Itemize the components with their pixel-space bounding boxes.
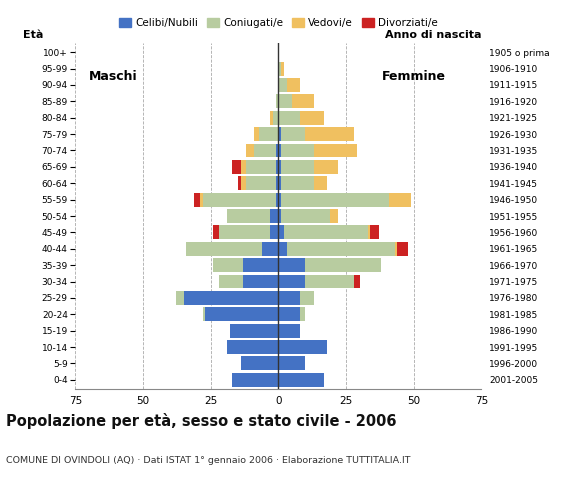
Bar (202, 307, 205, 321)
Bar (314, 176, 327, 190)
Bar (300, 291, 314, 305)
Bar (278, 242, 287, 256)
Bar (287, 78, 300, 92)
Text: COMUNE DI OVINDOLI (AQ) · Dati ISTAT 1° gennaio 2006 · Elaborazione TUTTITALIA.I: COMUNE DI OVINDOLI (AQ) · Dati ISTAT 1° … (6, 456, 410, 465)
Bar (202, 192, 276, 206)
Bar (238, 176, 241, 190)
Bar (281, 61, 284, 75)
Bar (200, 192, 202, 206)
Bar (246, 176, 276, 190)
Bar (186, 242, 262, 256)
Bar (213, 258, 243, 272)
Bar (276, 144, 278, 157)
Bar (278, 307, 300, 321)
Bar (314, 160, 338, 174)
Bar (276, 160, 278, 174)
Bar (278, 258, 306, 272)
Bar (219, 226, 270, 240)
Bar (278, 209, 281, 223)
Bar (270, 111, 273, 125)
Bar (276, 192, 278, 206)
Bar (278, 192, 281, 206)
Bar (354, 275, 360, 288)
Bar (306, 127, 354, 141)
Bar (230, 324, 278, 337)
Bar (259, 127, 278, 141)
Text: Maschi: Maschi (89, 70, 137, 83)
Bar (300, 111, 324, 125)
Legend: Celibi/Nubili, Coniugati/e, Vedovi/e, Divorziati/e: Celibi/Nubili, Coniugati/e, Vedovi/e, Di… (115, 14, 442, 32)
Bar (194, 192, 200, 206)
Bar (246, 144, 254, 157)
Bar (233, 373, 278, 387)
Bar (306, 275, 354, 288)
Bar (270, 226, 278, 240)
Bar (278, 176, 281, 190)
Bar (287, 242, 395, 256)
Text: Femmine: Femmine (382, 70, 446, 83)
Text: Età: Età (23, 30, 43, 40)
Bar (278, 78, 287, 92)
Bar (284, 226, 368, 240)
Bar (233, 160, 241, 174)
Bar (368, 226, 371, 240)
Bar (241, 176, 246, 190)
Bar (292, 95, 314, 108)
Bar (278, 373, 324, 387)
Text: Anno di nascita: Anno di nascita (385, 30, 481, 40)
Bar (243, 275, 278, 288)
Bar (281, 192, 389, 206)
Bar (281, 209, 330, 223)
Bar (254, 127, 259, 141)
Bar (395, 242, 397, 256)
Bar (262, 242, 278, 256)
Bar (278, 61, 281, 75)
Bar (278, 291, 300, 305)
Bar (227, 340, 278, 354)
Bar (241, 160, 246, 174)
Bar (213, 226, 219, 240)
Bar (314, 144, 357, 157)
Bar (176, 291, 184, 305)
Bar (397, 242, 408, 256)
Bar (270, 209, 278, 223)
Bar (278, 160, 281, 174)
Bar (276, 95, 278, 108)
Bar (278, 226, 284, 240)
Bar (278, 275, 306, 288)
Bar (330, 209, 338, 223)
Bar (227, 209, 270, 223)
Bar (389, 192, 411, 206)
Bar (371, 226, 379, 240)
Bar (184, 291, 278, 305)
Bar (205, 307, 278, 321)
Bar (281, 176, 314, 190)
Bar (219, 275, 243, 288)
Bar (281, 160, 314, 174)
Bar (278, 340, 327, 354)
Bar (300, 307, 306, 321)
Text: Popolazione per età, sesso e stato civile - 2006: Popolazione per età, sesso e stato civil… (6, 413, 396, 429)
Bar (281, 127, 306, 141)
Bar (306, 258, 381, 272)
Bar (246, 160, 276, 174)
Bar (243, 258, 278, 272)
Bar (254, 144, 276, 157)
Bar (278, 324, 300, 337)
Bar (241, 357, 278, 371)
Bar (278, 144, 281, 157)
Bar (278, 127, 281, 141)
Bar (278, 111, 300, 125)
Bar (281, 144, 314, 157)
Bar (273, 111, 278, 125)
Bar (276, 176, 278, 190)
Bar (278, 357, 306, 371)
Bar (278, 95, 292, 108)
